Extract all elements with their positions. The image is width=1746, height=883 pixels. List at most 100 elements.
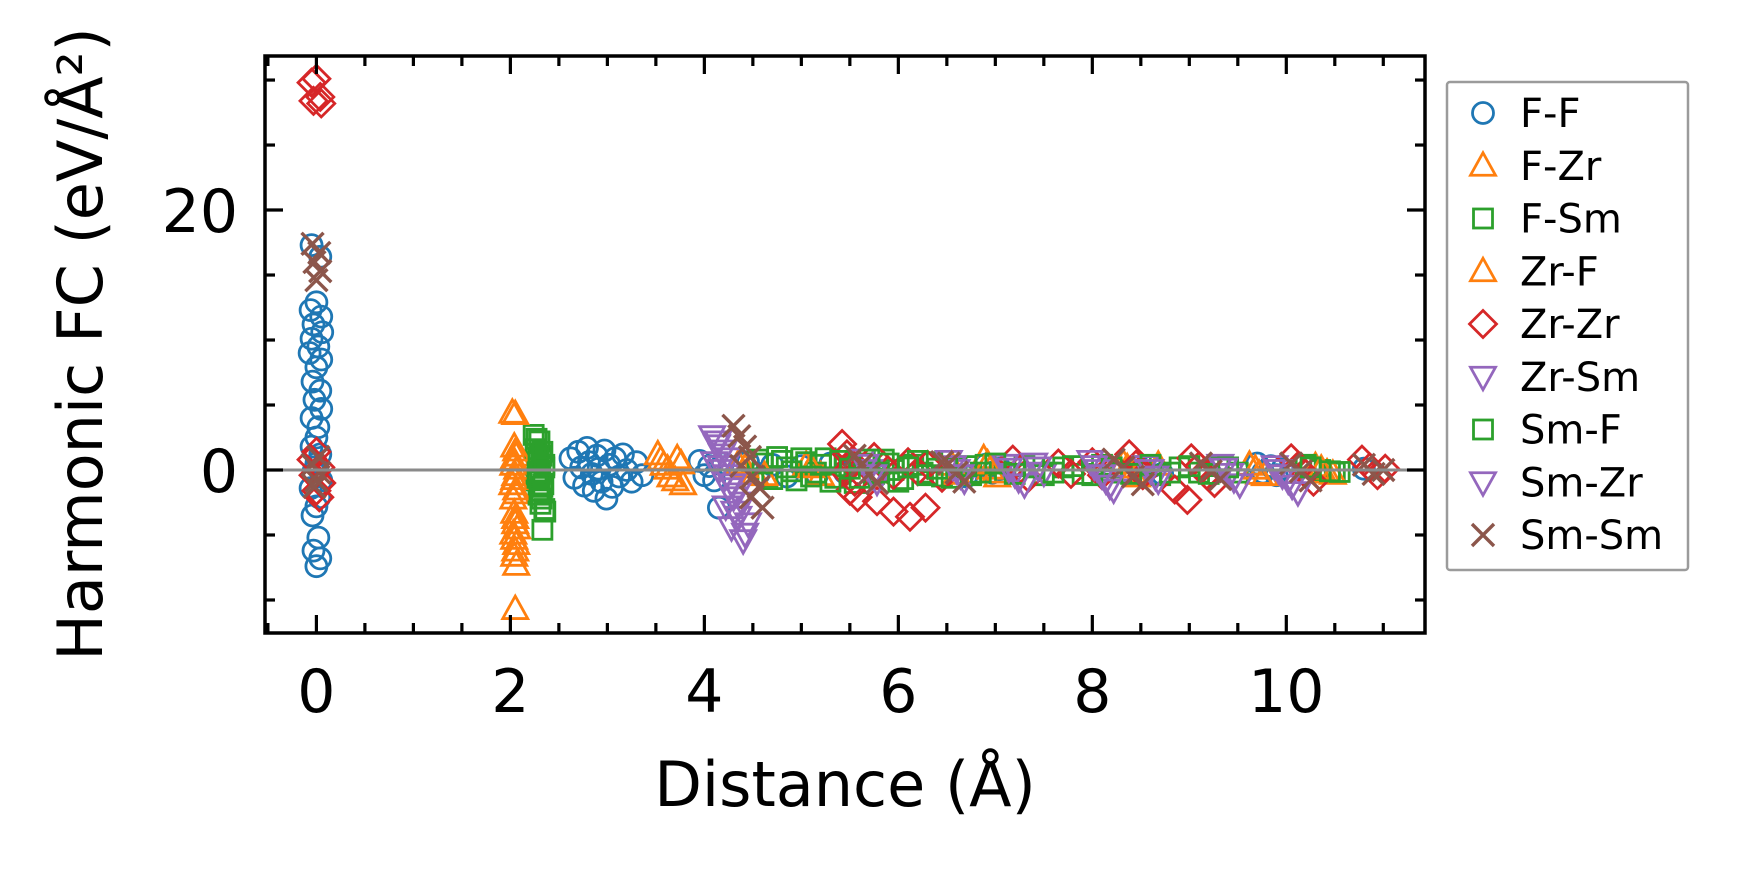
data-point-marker [668,468,698,496]
data-point-marker [1224,473,1255,501]
data-point-marker [531,518,554,541]
data-point-marker [526,466,549,489]
legend-entry-Sm-F: Sm-F [1472,408,1622,454]
data-point-marker [1094,474,1125,502]
data-point-marker [952,469,977,494]
zr-f-legend-marker-icon [1468,255,1498,283]
data-point-marker [304,468,329,493]
data-point-marker [1208,466,1233,492]
x-tick-label: 4 [685,657,723,727]
data-point-marker [607,464,631,489]
data-point-marker [878,496,909,528]
legend-label: Sm-F [1520,408,1622,454]
data-point-marker [660,464,691,492]
data-point-marker [300,475,332,507]
zr-sm-legend-marker-icon [1468,365,1498,393]
data-point-marker [910,492,941,524]
data-point-marker [296,67,328,99]
legend-entry-F-Sm: F-Sm [1472,197,1622,243]
legend-entry-F-F: F-F [1471,91,1580,137]
data-point-marker [652,452,683,480]
data-point-marker [304,554,329,579]
data-point-marker [500,398,531,426]
data-point-marker [746,474,771,500]
legend-label: Zr-Sm [1520,355,1640,401]
x-tick-label: 2 [491,657,529,727]
legend-entry-Sm-Zr: Sm-Zr [1468,460,1643,506]
data-point-marker [304,355,329,380]
f-sm-legend-marker-icon [1472,207,1494,230]
legend-entry-Sm-Sm: Sm-Sm [1470,513,1663,559]
series-Sm-Zr [703,430,1304,550]
legend-box [1445,80,1690,572]
legend-entry-Zr-Sm: Zr-Sm [1468,355,1640,401]
f-zr-legend-marker-icon [1468,149,1498,177]
data-point-marker [499,539,530,567]
legend-entry-Zr-F: Zr-F [1468,249,1599,295]
data-point-marker [307,460,332,485]
data-point-marker [1298,468,1323,493]
plot-frame [263,54,1427,635]
legend-label: Zr-Zr [1520,302,1620,348]
x-tick-label: 0 [297,657,335,727]
data-point-marker [1171,484,1203,516]
data-point-marker [1259,455,1290,482]
data-point-marker [1113,438,1145,470]
x-tick-label: 6 [879,657,917,727]
sm-f-legend-marker-icon [1472,418,1494,441]
x-tick-label: 8 [1073,657,1111,727]
data-point-marker [727,491,758,519]
data-point-marker [499,523,530,550]
sm-sm-legend-marker-icon [1470,522,1496,548]
legend-label: F-F [1520,91,1580,137]
data-point-marker [610,442,635,467]
data-point-marker [594,486,619,511]
data-point-marker [299,326,324,351]
data-point-marker [302,474,327,500]
tick-labels: 0 2 4 6 8 10 0 20 [162,177,1325,727]
legend-label: Zr-F [1520,249,1599,295]
data-point-marker [533,498,556,520]
data-point-marker [500,534,531,562]
data-point-marker [826,428,858,460]
data-point-marker [1283,481,1313,508]
data-point-marker [666,447,696,475]
data-point-marker [718,486,749,514]
legend-label: Sm-Zr [1520,460,1643,506]
x-tick-label: 10 [1248,657,1324,727]
f-f-legend-marker-icon [1471,101,1495,125]
legend-label: Sm-Sm [1520,513,1663,559]
data-point-marker [1079,455,1110,482]
data-point-marker [750,495,775,520]
y-axis-label: Harmonic FC (eV/Å²) [44,27,117,660]
data-point-marker [500,593,531,620]
legend-label: F-Sm [1520,197,1622,243]
data-point-marker [298,85,329,117]
data-point-marker [894,501,926,533]
data-point-marker [730,522,760,550]
data-points [296,63,1401,620]
data-point-marker [309,304,334,329]
data-point-marker [501,473,532,501]
data-point-marker [819,470,842,493]
data-point-marker [1159,474,1191,505]
data-point-marker [502,512,533,540]
data-point-marker [301,538,326,563]
data-point-marker [861,485,893,517]
data-point-marker [864,470,890,496]
y-tick-label: 20 [162,177,238,247]
data-point-marker [304,268,329,293]
data-point-marker [304,290,329,315]
y-tick-label: 0 [200,437,238,507]
series-Sm-F [525,427,1351,520]
zr-zr-legend-marker-icon [1467,308,1499,340]
data-point-marker [304,81,336,113]
data-point-marker [1130,472,1155,497]
data-point-marker [1328,461,1351,483]
legend-label: F-Zr [1520,144,1602,190]
data-point-marker [532,473,555,496]
legend-entry-Zr-Zr: Zr-Zr [1467,302,1620,348]
legend: F-F F-Zr F-Sm Zr-F Zr-Zr Zr-Sm Sm-F Sm-Zr Sm-Sm [1445,80,1690,572]
